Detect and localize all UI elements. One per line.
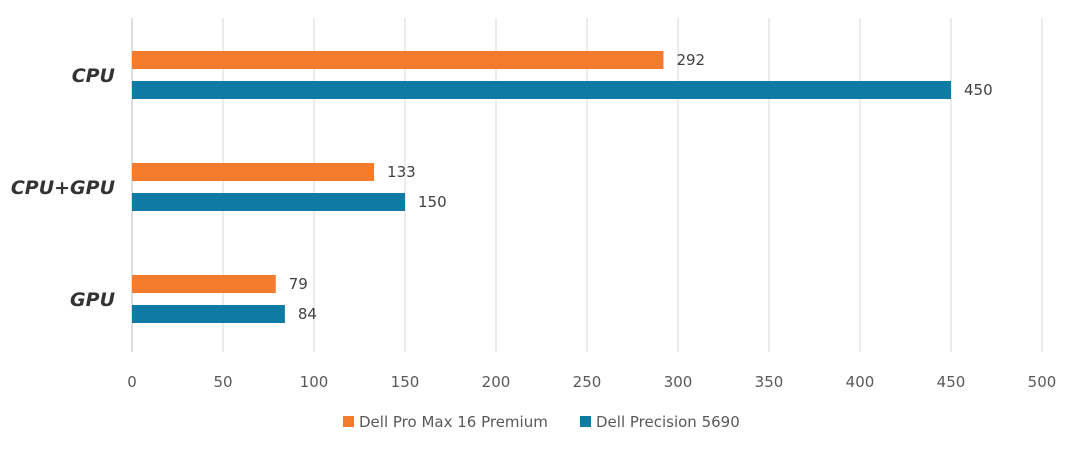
legend-swatch: [343, 416, 354, 427]
legend-label: Dell Precision 5690: [596, 413, 740, 431]
x-tick-label: 50: [213, 373, 232, 391]
bar: [132, 81, 951, 99]
bar: [132, 275, 276, 293]
legend-swatch: [580, 416, 591, 427]
category-labels: CPU CPU+GPU GPU: [11, 65, 116, 311]
bar: [132, 163, 375, 181]
bar: [132, 193, 405, 211]
legend: Dell Pro Max 16 Premium Dell Precision 56…: [343, 413, 740, 431]
x-tick-label: 300: [664, 373, 693, 391]
data-label: 84: [298, 305, 317, 323]
x-tick-label: 250: [573, 373, 602, 391]
bar: [132, 305, 285, 323]
gridlines: [131, 18, 1043, 352]
data-label: 133: [387, 163, 416, 181]
category-label: GPU: [70, 289, 116, 311]
x-tick-label: 200: [482, 373, 511, 391]
x-tick-label: 150: [391, 373, 420, 391]
data-label: 450: [964, 81, 993, 99]
x-tick-label: 100: [300, 373, 329, 391]
x-tick-label: 400: [846, 373, 875, 391]
legend-label: Dell Pro Max 16 Premium: [359, 413, 548, 431]
data-label: 79: [289, 275, 308, 293]
x-tick-label: 0: [127, 373, 137, 391]
x-tick-label: 500: [1028, 373, 1057, 391]
bar: [132, 51, 664, 69]
category-label: CPU: [72, 65, 116, 87]
bars: [132, 51, 951, 323]
x-axis-tick-labels: 0 50 100 150 200 250 300 350 400 450 500: [127, 373, 1056, 391]
data-label: 292: [676, 51, 705, 69]
x-tick-label: 350: [755, 373, 784, 391]
category-label: CPU+GPU: [11, 177, 116, 199]
data-label: 150: [418, 193, 447, 211]
x-tick-label: 450: [937, 373, 966, 391]
